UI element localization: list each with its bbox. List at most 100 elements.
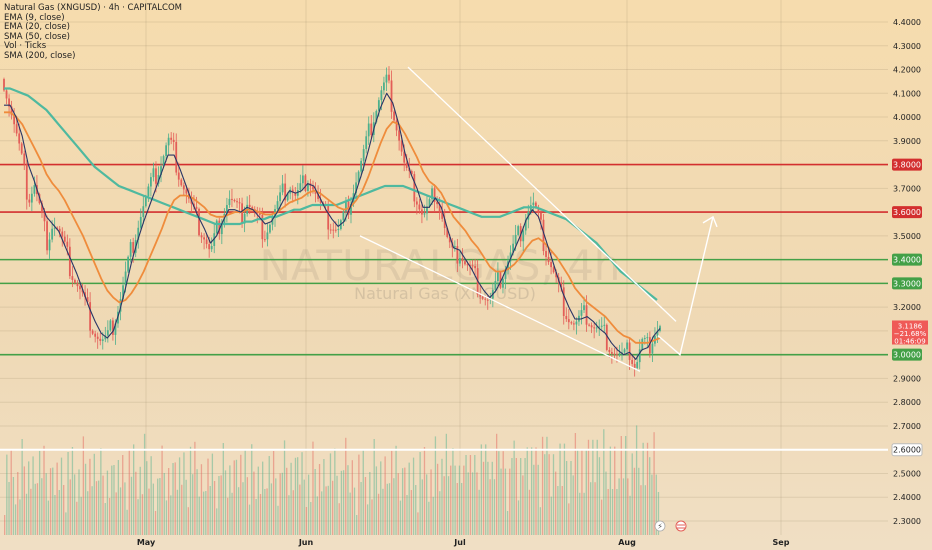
volume-bar <box>150 456 152 535</box>
volume-bar <box>485 444 487 535</box>
watermark-name: Natural Gas (XNGUSD) <box>354 284 536 303</box>
current-price-badge[interactable] <box>892 320 928 345</box>
volume-bar <box>242 482 244 535</box>
volume-bar <box>587 439 590 535</box>
candle-body <box>94 333 97 337</box>
volume-bar <box>246 477 249 535</box>
indicator-sma50[interactable]: SMA (50, close) <box>4 31 70 42</box>
volume-bar <box>382 488 384 535</box>
volume-bar <box>397 473 399 535</box>
volume-bar <box>67 452 69 535</box>
volume-bar <box>286 467 288 535</box>
candle-body <box>388 74 390 81</box>
candle-body <box>537 207 540 213</box>
projection-arrow[interactable] <box>657 216 714 356</box>
volume-bar <box>583 492 585 535</box>
volume-bar <box>100 448 102 535</box>
candle-body <box>565 315 568 320</box>
candle-body <box>61 231 64 237</box>
candle-body <box>367 123 370 137</box>
volume-bar <box>329 453 332 535</box>
channel-lower-line[interactable] <box>359 235 641 372</box>
volume-bar <box>347 465 349 535</box>
price-tag-3.4000[interactable] <box>892 253 922 266</box>
candle-body <box>512 243 514 253</box>
volume-bar <box>275 478 277 535</box>
volume-bar <box>535 447 537 535</box>
volume-bar <box>325 486 327 535</box>
volume-bar <box>465 455 467 535</box>
volume-bar <box>600 499 603 535</box>
volume-bar <box>590 482 592 535</box>
indicator-ema20[interactable]: EMA (20, close) <box>4 22 70 33</box>
volume-bar <box>23 466 25 535</box>
volume-bar <box>493 479 496 535</box>
volume-bar <box>572 475 574 535</box>
y-tick-label: 3.7000 <box>893 184 921 193</box>
us-flag-icon[interactable] <box>675 520 687 532</box>
volume-bar <box>174 462 176 535</box>
candle-body <box>5 90 8 99</box>
candle-body <box>332 229 335 231</box>
candle-body <box>238 202 241 204</box>
volume-bar <box>430 469 432 535</box>
candle-body <box>400 140 403 152</box>
volume-bar <box>649 457 651 535</box>
candle-body <box>423 213 426 215</box>
volume-bar <box>349 492 351 535</box>
candle-body <box>28 199 31 203</box>
candle-body <box>213 233 216 247</box>
candle-body <box>631 359 634 364</box>
indicator-ema9[interactable]: EMA (9, close) <box>4 12 65 23</box>
volume-bar <box>170 495 172 535</box>
volume-bar <box>251 444 253 535</box>
volume-bar <box>146 461 148 535</box>
candle-body <box>228 198 231 206</box>
volume-bar <box>565 461 568 535</box>
volume-bar <box>65 512 67 535</box>
volume-bar <box>137 499 139 535</box>
candle-body <box>380 90 383 101</box>
candle-body <box>623 349 626 353</box>
volume-bar <box>456 483 458 535</box>
price-tag-3.6000[interactable] <box>892 206 922 219</box>
indicator-volume[interactable]: Vol · Ticks <box>4 41 47 52</box>
price-tag-3.8000[interactable] <box>892 158 922 171</box>
volume-bar <box>487 461 489 535</box>
volume-bar <box>375 466 378 535</box>
volume-bar <box>401 468 404 535</box>
candle-body <box>390 80 393 112</box>
price-tag-3.3000[interactable] <box>892 277 922 290</box>
candle-body <box>616 353 618 355</box>
volume-bar <box>128 449 130 535</box>
price-tag-2.6000[interactable] <box>891 443 923 457</box>
x-tick-label: Jul <box>453 538 466 547</box>
candle-body <box>182 185 185 190</box>
volume-bar <box>122 455 124 535</box>
candle-body <box>540 212 542 220</box>
candle-body <box>91 330 94 334</box>
volume-bar <box>113 465 115 535</box>
candle-body <box>124 271 127 286</box>
candle-body <box>152 168 155 178</box>
volume-bar <box>318 464 321 535</box>
volume-bar <box>563 443 566 535</box>
candle-body <box>10 106 13 116</box>
volume-bar <box>581 450 583 535</box>
volume-bar <box>98 480 100 535</box>
candle-body <box>656 330 659 336</box>
candle-body <box>357 171 360 183</box>
indicator-sma200[interactable]: SMA (200, close) <box>4 50 76 61</box>
candle-body <box>251 206 254 210</box>
candle-body <box>3 79 5 91</box>
candle-body <box>446 227 449 237</box>
candle-body <box>165 145 168 157</box>
channel-upper-line[interactable] <box>407 66 677 322</box>
price-tag-3.0000[interactable] <box>892 348 922 361</box>
volume-bar <box>270 483 273 535</box>
candle-body <box>633 363 636 368</box>
lightning-icon[interactable] <box>654 520 666 532</box>
candle-body <box>443 218 446 228</box>
